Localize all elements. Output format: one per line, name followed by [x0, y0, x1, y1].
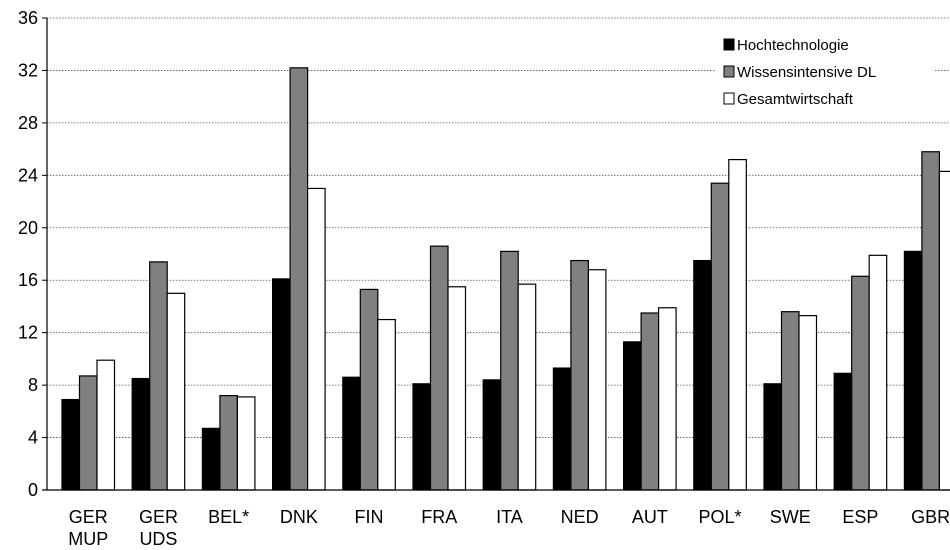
y-tick-label: 0 — [28, 480, 38, 500]
x-tick-label: GBR — [911, 507, 950, 527]
bar-hochtechnologie-10 — [763, 383, 783, 491]
legend-swatch — [723, 92, 735, 105]
bar-hochtechnologie-1 — [131, 377, 151, 491]
bar-wissensintensive-dl-0 — [78, 375, 98, 491]
bar-wissensintensive-dl-10 — [780, 311, 800, 491]
bar-hochtechnologie-6 — [482, 379, 502, 491]
y-tick-label: 32 — [18, 60, 38, 80]
bar-wissensintensive-dl-6 — [500, 250, 519, 491]
bar-wissensintensive-dl-4 — [359, 288, 379, 491]
bar-hochtechnologie-0 — [61, 398, 81, 491]
x-tick-label: POL* — [699, 507, 742, 527]
y-tick-label: 28 — [18, 113, 38, 133]
legend-label: Gesamtwirtschaft — [737, 91, 854, 108]
bar-hochtechnologie-2 — [201, 427, 221, 491]
bars — [61, 67, 950, 491]
x-tick-label: ESP — [842, 507, 878, 527]
x-tick-label: UDS — [139, 529, 177, 549]
bar-wissensintensive-dl-1 — [149, 261, 168, 491]
bar-gesamtwirtschaft-8 — [657, 307, 677, 491]
bar-hochtechnologie-11 — [833, 372, 853, 491]
bar-gesamtwirtschaft-3 — [307, 187, 326, 491]
bar-gesamtwirtschaft-1 — [166, 292, 186, 491]
y-tick-label: 8 — [28, 375, 38, 395]
bar-hochtechnologie-8 — [622, 341, 642, 491]
x-tick-label: DNK — [280, 507, 318, 527]
x-tick-label: GER — [69, 507, 108, 527]
bar-hochtechnologie-9 — [693, 259, 712, 491]
legend: Hochtechnologie Wissensintensive DL Gesamt… — [715, 32, 935, 114]
bar-hochtechnologie-12 — [903, 250, 923, 491]
legend-swatch — [723, 65, 735, 78]
x-tick-label: SWE — [770, 507, 811, 527]
legend-background — [715, 32, 935, 114]
y-tick-label: 12 — [18, 323, 38, 343]
x-tick-label: AUT — [632, 507, 668, 527]
bar-hochtechnologie-7 — [552, 367, 572, 491]
bar-wissensintensive-dl-3 — [289, 67, 309, 491]
bar-gesamtwirtschaft-7 — [587, 269, 607, 491]
x-tick-label: BEL* — [208, 507, 249, 527]
bar-wissensintensive-dl-8 — [640, 312, 660, 491]
y-tick-label: 36 — [18, 8, 38, 28]
y-tick-label: 4 — [28, 428, 38, 448]
axes — [42, 17, 950, 491]
x-tick-label: FIN — [355, 507, 384, 527]
bar-wissensintensive-dl-11 — [851, 275, 870, 491]
bar-wissensintensive-dl-12 — [921, 151, 941, 491]
x-tick-label: MUP — [68, 529, 108, 549]
bar-gesamtwirtschaft-9 — [728, 159, 747, 491]
x-tick-label: ITA — [496, 507, 523, 527]
bar-wissensintensive-dl-9 — [710, 182, 730, 491]
bar-wissensintensive-dl-2 — [219, 395, 238, 491]
y-axis-ticks: 0 4 8 12 16 20 24 28 32 36 — [18, 8, 38, 500]
legend-label: Hochtechnologie — [737, 37, 849, 54]
legend-swatch — [723, 38, 735, 51]
bar-gesamtwirtschaft-2 — [236, 396, 256, 491]
x-tick-label: GER — [139, 507, 178, 527]
bar-gesamtwirtschaft-12 — [938, 170, 950, 491]
x-tick-label: NED — [561, 507, 599, 527]
bar-gesamtwirtschaft-4 — [377, 318, 396, 491]
y-tick-label: 20 — [18, 218, 38, 238]
legend-label: Wissensintensive DL — [737, 64, 876, 81]
y-tick-label: 16 — [18, 270, 38, 290]
bar-hochtechnologie-3 — [272, 278, 291, 491]
bar-gesamtwirtschaft-0 — [96, 359, 116, 491]
x-tick-label: FRA — [421, 507, 457, 527]
bar-hochtechnologie-4 — [342, 376, 361, 491]
bar-wissensintensive-dl-7 — [570, 259, 590, 491]
bar-gesamtwirtschaft-11 — [868, 254, 888, 491]
bar-hochtechnologie-5 — [412, 383, 432, 491]
bar-gesamtwirtschaft-6 — [517, 283, 537, 491]
bar-gesamtwirtschaft-5 — [447, 286, 467, 491]
y-tick-label: 24 — [18, 165, 38, 185]
bar-gesamtwirtschaft-10 — [798, 315, 818, 491]
bar-wissensintensive-dl-5 — [429, 245, 449, 491]
